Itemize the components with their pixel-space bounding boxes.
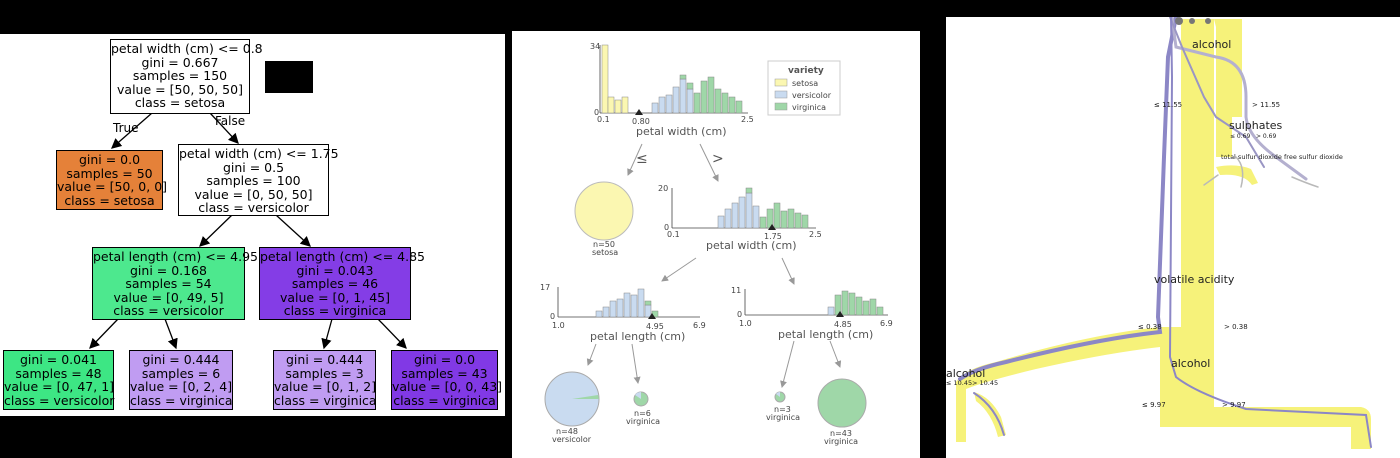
tree1-node-setosa-leaf: gini = 0.0 samples = 50 value = [50, 0, 0]…	[56, 150, 167, 210]
edge-ll-left	[89, 318, 119, 349]
setosa-leaf-pie	[574, 181, 634, 241]
svg-text:virginica: virginica	[626, 417, 660, 426]
root-histogram: 34 0 0.1 2.5 0.80 petal width (cm)	[590, 42, 754, 138]
svg-text:0.1: 0.1	[667, 230, 680, 239]
decision-path	[958, 17, 1372, 448]
svg-text:petal width (cm): petal width (cm)	[636, 125, 727, 138]
svg-text:setosa: setosa	[792, 79, 818, 88]
svg-text:≤: ≤	[636, 151, 648, 167]
tree1-leaf-3: gini = 0.444 samples = 3 value = [0, 1, 2]…	[273, 350, 377, 410]
svg-text:n=43: n=43	[830, 429, 852, 438]
svg-text:20: 20	[658, 184, 668, 193]
flow-bands	[956, 19, 1371, 449]
svg-text:≤ 10.45: ≤ 10.45	[946, 379, 972, 387]
svg-text:setosa: setosa	[592, 248, 618, 257]
svg-text:≤ 11.55: ≤ 11.55	[1154, 101, 1182, 109]
svg-text:n=3: n=3	[774, 405, 791, 414]
svg-text:> 0.69: > 0.69	[1256, 133, 1276, 140]
edge-root-right	[209, 112, 239, 144]
tree1-leaf-43: gini = 0.0 samples = 43 value = [0, 0, 43]…	[391, 350, 502, 410]
svg-text:virginica: virginica	[824, 437, 858, 446]
svg-text:> 11.55: > 11.55	[1252, 101, 1280, 109]
svg-text:volatile acidity: volatile acidity	[1154, 273, 1235, 286]
edge-mid-right	[275, 214, 311, 247]
svg-text:petal length (cm): petal length (cm)	[778, 328, 873, 341]
lr-histogram: 11 0 1.0 6.9 4.85 petal length (cm)	[731, 286, 893, 341]
redacted-box	[265, 61, 313, 93]
svg-text:1.75: 1.75	[764, 232, 782, 241]
tree1-node-mid: petal width (cm) <= 1.75 gini = 0.5 sample…	[178, 144, 339, 216]
edge-lr-right	[377, 318, 407, 349]
svg-text:> 0.38: > 0.38	[1224, 323, 1248, 331]
svg-text:2.5: 2.5	[741, 115, 754, 124]
ll-histogram: 17 0 1.0 6.9 4.95 petal length (cm)	[540, 283, 706, 343]
dtreeviz-panel: 34 0 0.1 2.5 0.80 petal width (cm) varie…	[512, 31, 920, 458]
svg-text:4.85: 4.85	[834, 320, 852, 329]
svg-text:0.80: 0.80	[632, 117, 650, 126]
tree1-leaf-6: gini = 0.444 samples = 6 value = [0, 2, 4]…	[129, 350, 233, 410]
sklearn-tree-panel: True False petal width (cm) <= 0.8 gini =…	[0, 34, 505, 416]
edge-root-left	[111, 112, 153, 149]
svg-text:free sulfur dioxide: free sulfur dioxide	[1284, 153, 1343, 161]
legend: variety setosa versicolor virginica	[767, 60, 841, 116]
svg-text:petal width (cm): petal width (cm)	[706, 239, 797, 252]
edge-label-true: True	[113, 121, 139, 135]
svg-text:≤ 0.69: ≤ 0.69	[1230, 133, 1250, 140]
svg-text:0.1: 0.1	[597, 115, 610, 124]
tree3-svg: alcohol ≤ 11.55 > 11.55 sulphates ≤ 0.69…	[946, 17, 1372, 449]
flow-tree-panel: alcohol ≤ 11.55 > 11.55 sulphates ≤ 0.69…	[946, 17, 1400, 458]
svg-text:>: >	[712, 151, 724, 167]
svg-text:34: 34	[590, 42, 600, 51]
svg-text:0: 0	[594, 108, 599, 117]
svg-text:> 9.97: > 9.97	[1222, 401, 1246, 409]
edge-ll-right	[164, 318, 178, 350]
svg-text:6.9: 6.9	[880, 319, 893, 328]
svg-text:versicolor: versicolor	[552, 435, 592, 444]
svg-text:1.0: 1.0	[739, 319, 752, 328]
svg-text:≤ 9.97: ≤ 9.97	[1142, 401, 1166, 409]
svg-text:11: 11	[731, 286, 741, 295]
mid-histogram: 20 0 0.1 2.5 1.75 petal width (cm)	[658, 184, 822, 252]
svg-text:versicolor: versicolor	[792, 91, 832, 100]
tree2-svg: 34 0 0.1 2.5 0.80 petal width (cm) varie…	[540, 42, 893, 446]
svg-text:2.5: 2.5	[809, 230, 822, 239]
svg-text:> 10.45: > 10.45	[972, 379, 998, 387]
tree1-node-left-split: petal length (cm) <= 4.95 gini = 0.168 sam…	[92, 247, 258, 320]
svg-text:1.0: 1.0	[552, 321, 565, 330]
svg-text:virginica: virginica	[766, 413, 800, 422]
svg-text:alcohol: alcohol	[1171, 357, 1210, 370]
svg-text:n=50: n=50	[593, 240, 615, 249]
svg-text:virginica: virginica	[792, 103, 826, 112]
svg-text:alcohol: alcohol	[1192, 38, 1231, 51]
svg-text:4.95: 4.95	[646, 322, 664, 331]
top-icons	[1175, 17, 1211, 25]
tree1-node-root: petal width (cm) <= 0.8 gini = 0.667 sampl…	[110, 39, 263, 114]
svg-text:n=48: n=48	[556, 427, 578, 436]
svg-text:0: 0	[550, 312, 555, 321]
svg-text:petal length (cm): petal length (cm)	[590, 330, 685, 343]
edge-lr-left	[321, 318, 333, 350]
svg-text:≤ 0.38: ≤ 0.38	[1138, 323, 1162, 331]
svg-text:n=6: n=6	[634, 409, 651, 418]
svg-text:sulphates: sulphates	[1229, 119, 1283, 132]
tree1-leaf-48: gini = 0.041 samples = 48 value = [0, 47, …	[3, 350, 114, 410]
edge-mid-left	[199, 214, 233, 247]
svg-text:variety: variety	[788, 66, 824, 76]
leaf-virginica-43	[817, 378, 867, 428]
svg-text:0: 0	[737, 310, 742, 319]
svg-text:6.9: 6.9	[693, 321, 706, 330]
svg-text:alcohol: alcohol	[946, 367, 985, 380]
tree1-node-right-split: petal length (cm) <= 4.85 gini = 0.043 sam…	[259, 247, 425, 320]
svg-text:17: 17	[540, 283, 550, 292]
svg-text:total sulfur dioxide: total sulfur dioxide	[1221, 153, 1282, 161]
tree1-edges	[89, 112, 407, 350]
edge-label-false: False	[215, 114, 246, 128]
svg-text:0: 0	[664, 223, 669, 232]
